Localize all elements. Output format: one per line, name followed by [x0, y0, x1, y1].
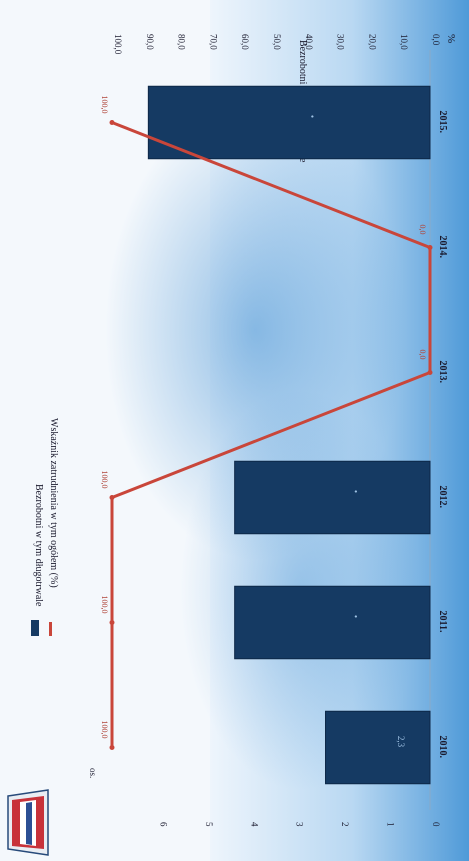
bar-data-label: •: [307, 115, 317, 118]
line-point: [109, 620, 115, 625]
legend-line-label: Wskaźnik zatrudnienia w tym ogółem (%): [48, 418, 59, 588]
category-label: 2014.: [437, 236, 448, 259]
right-axis-tick-label: 10,0: [399, 34, 409, 50]
line-data-label: 100,0: [100, 471, 109, 489]
right-axis-tick-label: 40,0: [304, 34, 314, 50]
category-label: 2010.: [437, 736, 448, 759]
line-data-label: 0,0: [418, 225, 427, 235]
left-axis-tick-label: 4: [249, 822, 259, 827]
right-axis-tick-label: 0,0: [431, 34, 441, 46]
line-data-label: 100,0: [100, 721, 109, 739]
left-axis-unit: os.: [88, 768, 98, 778]
line-point: [427, 245, 433, 250]
left-axis-tick-label: 1: [386, 822, 396, 827]
left-axis-tick-label: 3: [295, 822, 305, 827]
left-axis-tick-label: 2: [340, 822, 350, 827]
line-series: [110, 121, 432, 748]
line-data-label: 100,0: [100, 96, 109, 114]
category-label: 2011.: [437, 611, 448, 633]
right-axis-tick-label: 50,0: [272, 34, 282, 50]
right-axis-tick-label: 70,0: [208, 34, 218, 50]
line-point: [109, 495, 115, 500]
category-label: 2013.: [437, 361, 448, 384]
bar-data-label: 2,3: [396, 736, 406, 748]
line-point: [427, 370, 433, 375]
line-point: [109, 745, 115, 750]
legend: Bezrobotni w tym długotrwale Wskaźnik za…: [31, 418, 59, 636]
legend-bar-label: Bezrobotni w tym długotrwale: [33, 484, 44, 607]
right-axis-tick-label: 30,0: [336, 34, 346, 50]
legend-bar-swatch: [31, 620, 39, 636]
line-data-label: 100,0: [100, 596, 109, 614]
bar: [234, 585, 431, 660]
right-axis-unit: %: [445, 34, 457, 43]
plot-area: 01234560,010,020,030,040,050,060,070,080…: [100, 34, 448, 827]
legend-line-swatch: [49, 622, 52, 636]
left-axis-tick-label: 0: [431, 822, 441, 827]
left-axis-tick-label: 6: [158, 822, 168, 827]
right-axis-tick-label: 100,0: [113, 34, 123, 55]
right-axis-tick-label: 80,0: [177, 34, 187, 50]
category-label: 2015.: [437, 111, 448, 134]
right-axis-tick-label: 20,0: [367, 34, 377, 50]
left-axis-tick-label: 5: [204, 822, 214, 827]
line-point: [109, 120, 115, 125]
bar-data-label: •: [350, 490, 360, 493]
category-label: 2012.: [437, 486, 448, 509]
bar: [234, 460, 431, 535]
line-data-label: 0,0: [418, 350, 427, 360]
bar: [147, 85, 431, 160]
right-axis-tick-label: 90,0: [145, 34, 155, 50]
emblem-icon: [7, 789, 49, 856]
right-axis-tick-label: 60,0: [240, 34, 250, 50]
bar: [325, 710, 431, 785]
bar-data-label: •: [350, 615, 360, 618]
